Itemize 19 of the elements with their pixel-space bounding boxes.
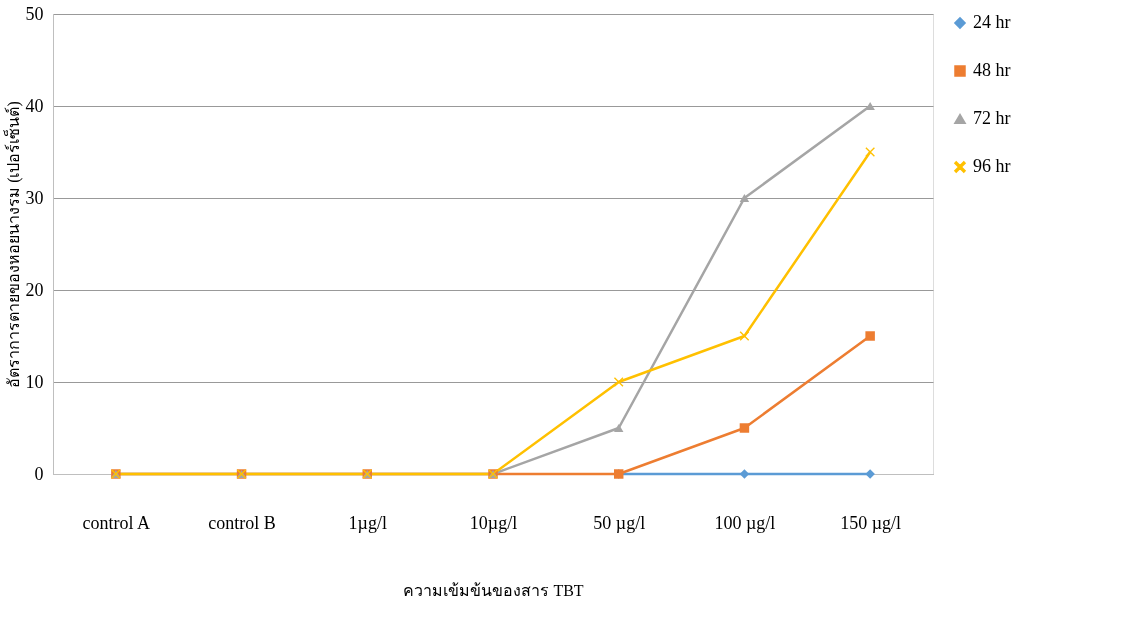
x-tick-label: 10µg/l	[469, 512, 518, 533]
y-tick-label: 0	[34, 463, 44, 484]
legend-label: 48 hr	[973, 60, 1011, 80]
x-tick-label: control A	[82, 512, 151, 533]
legend-label: 96 hr	[973, 156, 1011, 176]
x-tick-label: 150 µg/l	[840, 512, 902, 533]
x-tick-label: 50 µg/l	[593, 512, 646, 533]
legend-label: 24 hr	[973, 12, 1011, 32]
y-tick-label: 40	[25, 95, 44, 116]
y-tick-label: 30	[25, 187, 44, 208]
y-tick-label: 10	[25, 371, 44, 392]
y-tick-label: 20	[25, 279, 44, 300]
x-tick-label: control B	[208, 512, 276, 533]
legend-label: 72 hr	[973, 108, 1011, 128]
y-axis-title: อัตราการตายของหอยนางรม (เปอร์เซ็นต์)	[2, 101, 23, 388]
x-tick-label: 100 µg/l	[714, 512, 776, 533]
x-axis-title: ความเข้มข้นของสาร TBT	[403, 581, 584, 599]
x-tick-label: 1µg/l	[348, 512, 387, 533]
y-tick-label: 50	[25, 3, 44, 24]
